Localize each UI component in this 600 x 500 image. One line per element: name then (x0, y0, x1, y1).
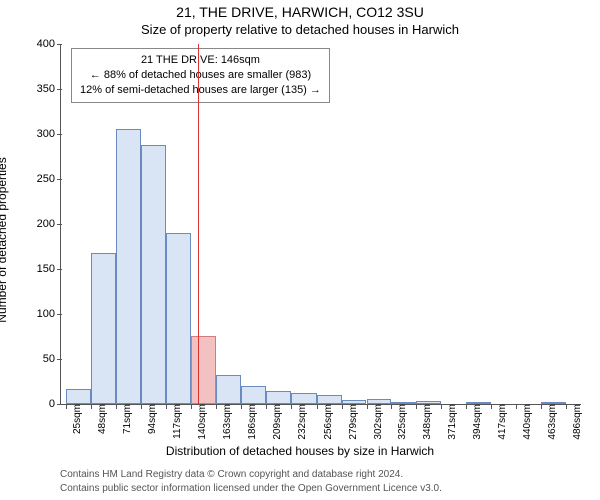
x-tick: 302sqm (371, 404, 384, 440)
bar (216, 375, 241, 404)
annotation-line-1: 21 THE DRIVE: 146sqm (80, 53, 321, 68)
x-tick-mark (91, 404, 92, 409)
bar (66, 389, 91, 404)
plot-area: 21 THE DRIVE: 146sqm ← 88% of detached h… (60, 44, 581, 405)
x-tick-mark (291, 404, 292, 409)
annotation-line-2: ← 88% of detached houses are smaller (98… (80, 68, 321, 83)
x-tick-mark (416, 404, 417, 409)
annotation-line-3: 12% of semi-detached houses are larger (… (80, 83, 321, 98)
x-tick: 232sqm (295, 404, 308, 440)
x-tick-mark (367, 404, 368, 409)
x-tick-mark (541, 404, 542, 409)
x-tick: 48sqm (95, 404, 108, 434)
x-tick-mark (116, 404, 117, 409)
x-tick: 186sqm (245, 404, 258, 440)
x-tick: 325sqm (395, 404, 408, 440)
x-tick: 440sqm (520, 404, 533, 440)
y-axis-label: Number of detached properties (0, 157, 9, 322)
footer-copyright: Contains HM Land Registry data © Crown c… (60, 469, 403, 480)
x-tick-mark (166, 404, 167, 409)
annotation-box: 21 THE DRIVE: 146sqm ← 88% of detached h… (71, 48, 330, 103)
x-tick: 117sqm (170, 404, 183, 439)
x-tick: 256sqm (321, 404, 334, 440)
bar (291, 393, 317, 404)
y-tick: 100 (37, 308, 61, 320)
bar (116, 129, 141, 404)
bar (141, 145, 166, 404)
x-tick: 209sqm (270, 404, 283, 440)
chart-title-main: 21, THE DRIVE, HARWICH, CO12 3SU (0, 4, 600, 20)
bar (91, 253, 116, 404)
x-tick-mark (566, 404, 567, 409)
x-tick-mark (66, 404, 67, 409)
x-tick-mark (141, 404, 142, 409)
y-tick: 350 (37, 83, 61, 95)
x-tick: 163sqm (220, 404, 233, 440)
x-tick: 140sqm (195, 404, 208, 440)
x-tick: 417sqm (495, 404, 508, 440)
x-tick-mark (466, 404, 467, 409)
x-tick: 94sqm (145, 404, 158, 434)
bar-highlight (191, 336, 216, 404)
x-tick: 279sqm (346, 404, 359, 440)
x-tick: 71sqm (120, 404, 133, 434)
marker-line (198, 44, 199, 404)
x-tick-mark (491, 404, 492, 409)
y-tick: 300 (37, 128, 61, 140)
x-axis-label: Distribution of detached houses by size … (0, 444, 600, 458)
y-tick: 250 (37, 173, 61, 185)
x-tick: 486sqm (570, 404, 583, 440)
x-tick: 371sqm (445, 404, 458, 440)
bar (241, 386, 266, 404)
y-tick: 200 (37, 218, 61, 230)
x-tick: 348sqm (420, 404, 433, 440)
y-tick: 50 (43, 353, 61, 365)
y-tick: 150 (37, 263, 61, 275)
x-tick-mark (241, 404, 242, 409)
x-tick-mark (516, 404, 517, 409)
footer-licence: Contains public sector information licen… (60, 483, 442, 494)
x-tick: 25sqm (70, 404, 83, 434)
x-tick-mark (441, 404, 442, 409)
x-tick-mark (216, 404, 217, 409)
y-tick: 400 (37, 38, 61, 50)
bar (317, 395, 342, 404)
x-tick: 394sqm (470, 404, 483, 440)
x-tick-mark (391, 404, 392, 409)
y-tick: 0 (49, 398, 61, 410)
bar (266, 391, 291, 404)
x-tick-mark (266, 404, 267, 409)
x-tick-mark (191, 404, 192, 409)
chart-container: 21, THE DRIVE, HARWICH, CO12 3SU Size of… (0, 0, 600, 500)
x-tick-mark (317, 404, 318, 409)
x-tick-mark (342, 404, 343, 409)
chart-title-sub: Size of property relative to detached ho… (0, 22, 600, 37)
x-tick: 463sqm (545, 404, 558, 440)
bar (166, 233, 191, 404)
